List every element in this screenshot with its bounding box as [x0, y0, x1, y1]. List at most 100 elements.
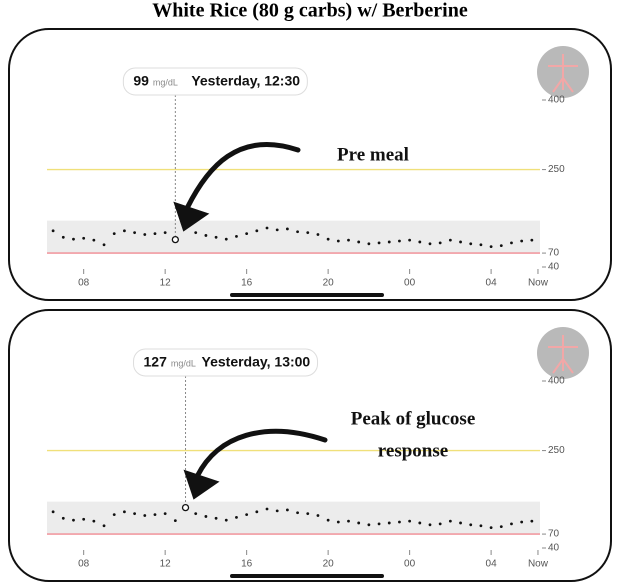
- reading: [143, 514, 147, 517]
- x-tick-label: 16: [241, 278, 253, 289]
- tooltip-point: [181, 503, 190, 512]
- avatar-figure: [548, 54, 578, 93]
- x-tick-label: 08: [78, 559, 90, 570]
- reading: [214, 235, 218, 239]
- reading: [489, 245, 493, 248]
- reading: [275, 228, 279, 232]
- y-tick-label: 70: [548, 248, 560, 259]
- reading: [347, 519, 350, 523]
- reading: [347, 238, 350, 242]
- reading: [204, 515, 208, 518]
- reading: [520, 239, 524, 243]
- reading: [367, 242, 371, 246]
- reading: [387, 521, 391, 525]
- reading: [530, 238, 534, 242]
- reading: [72, 518, 75, 522]
- chart-panel: 40 70 250 400 08 12 16 20 00 04 Now 127 mg/dL Yesterd…: [8, 309, 612, 582]
- reading: [82, 236, 86, 240]
- reading: [112, 513, 116, 516]
- tooltip-time: Yesterday, 13:00: [202, 354, 311, 370]
- reading: [377, 522, 381, 526]
- reading: [499, 525, 503, 529]
- reading: [499, 244, 503, 248]
- reading: [459, 521, 462, 525]
- tooltip-point: [171, 235, 179, 244]
- reading: [367, 523, 371, 527]
- reading: [51, 510, 55, 514]
- x-tick-label: 12: [160, 278, 172, 289]
- reading: [133, 231, 136, 235]
- annotation: Peak of glucose: [351, 408, 476, 429]
- x-tick-label: Now: [528, 278, 549, 289]
- x-tick-label: 16: [241, 559, 253, 570]
- reading: [479, 243, 483, 247]
- x-tick-label: 08: [78, 278, 90, 289]
- home-indicator: [230, 574, 384, 578]
- reading: [72, 237, 75, 241]
- reading: [82, 517, 86, 521]
- reading: [214, 516, 218, 520]
- reading: [133, 512, 136, 516]
- annotation: response: [378, 440, 448, 461]
- y-tick-label: 40: [548, 262, 560, 273]
- target-range: [47, 220, 540, 254]
- reading: [398, 239, 401, 243]
- reading: [418, 240, 422, 244]
- y-tick-label: 250: [548, 445, 565, 456]
- reading: [438, 522, 442, 526]
- y-tick-label: 400: [548, 95, 565, 106]
- reading: [51, 229, 55, 233]
- annotation: Pre meal: [337, 144, 409, 165]
- reading: [173, 519, 177, 523]
- reading: [306, 231, 310, 235]
- reading: [296, 511, 299, 515]
- reading: [163, 512, 167, 516]
- reading: [255, 229, 259, 233]
- tooltip-value: 127: [144, 354, 168, 370]
- reading: [418, 521, 422, 525]
- reading: [510, 522, 513, 526]
- reading: [92, 519, 96, 523]
- target-range: [47, 501, 540, 535]
- reading: [235, 515, 238, 519]
- reading: [459, 240, 462, 244]
- reading: [428, 523, 432, 527]
- reading: [448, 238, 452, 242]
- reading: [398, 520, 401, 524]
- reading: [143, 233, 147, 236]
- reading: [510, 241, 513, 245]
- reading: [224, 237, 228, 241]
- reading: [255, 510, 259, 514]
- reading: [153, 513, 157, 516]
- tooltip-time: Yesterday, 12:30: [191, 73, 300, 89]
- tooltip-unit: mg/dL: [153, 77, 178, 87]
- reading: [316, 233, 320, 236]
- reading: [296, 230, 299, 234]
- reading: [408, 519, 412, 523]
- reading: [530, 519, 534, 523]
- reading: [336, 520, 340, 524]
- y-tick-label: 40: [548, 543, 560, 554]
- reading: [489, 526, 493, 529]
- x-tick-label: 04: [486, 559, 498, 570]
- x-tick-label: 20: [323, 278, 335, 289]
- y-tick-label: 400: [548, 376, 565, 387]
- reading: [285, 227, 289, 231]
- reading: [285, 508, 289, 512]
- reading: [316, 514, 320, 517]
- reading: [163, 231, 167, 235]
- tooltip-box: [122, 67, 308, 96]
- x-tick-label: Now: [528, 559, 549, 570]
- reading: [123, 229, 126, 233]
- reading: [479, 524, 483, 528]
- arrow: [184, 142, 301, 211]
- chart-panel: 40 70 250 400 08 12 16 20 00 04 Now 99 mg/dL Yesterda…: [8, 28, 612, 301]
- reading: [204, 234, 208, 237]
- reading: [224, 518, 228, 522]
- reading: [438, 241, 442, 245]
- reading: [102, 243, 106, 247]
- reading: [61, 235, 65, 239]
- reading: [245, 232, 249, 236]
- x-tick-label: 04: [486, 278, 498, 289]
